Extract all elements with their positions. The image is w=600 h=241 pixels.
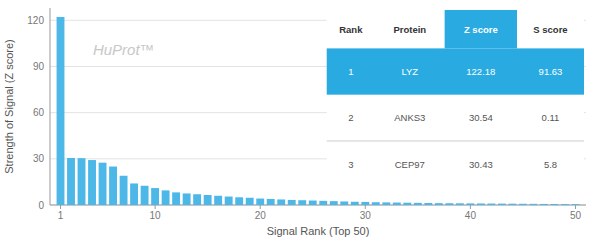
bar — [78, 158, 86, 205]
bar — [109, 167, 117, 205]
bar — [393, 203, 401, 205]
y-tick-label: 0 — [38, 200, 44, 211]
bar — [235, 197, 243, 205]
bar — [340, 201, 348, 205]
chart: 0 30 60 90 120 1 10 20 30 40 50 Signal Rank (Top 50… — [0, 0, 600, 241]
watermark: HuProt™ — [93, 41, 155, 58]
bar — [445, 203, 453, 205]
y-axis-label: Strength of Signal (Z score) — [3, 39, 15, 174]
x-tick — [60, 205, 61, 209]
y-tick-label: 60 — [33, 107, 45, 118]
bar — [309, 201, 317, 205]
bar — [130, 183, 138, 205]
bar — [162, 190, 170, 205]
x-tick — [575, 205, 576, 209]
table-cell: 3 — [348, 159, 353, 170]
bar — [466, 203, 474, 205]
bar — [351, 202, 359, 205]
bar — [288, 200, 296, 205]
x-tick-label: 20 — [255, 210, 267, 221]
bar — [246, 198, 254, 205]
bar — [193, 194, 201, 205]
bar — [277, 199, 285, 205]
table-header: Rank — [339, 24, 363, 35]
bar — [172, 192, 180, 205]
bar — [487, 204, 495, 205]
bar — [256, 199, 264, 205]
bar — [319, 201, 327, 205]
table-separator — [327, 140, 584, 141]
table-header: S score — [533, 24, 567, 35]
bar — [141, 186, 149, 205]
bar — [424, 203, 432, 205]
bar — [67, 158, 75, 205]
table-header-highlight — [445, 10, 517, 48]
y-axis-line — [50, 8, 51, 205]
table-row-highlight — [327, 48, 584, 94]
bar — [477, 203, 485, 205]
bar — [551, 204, 559, 205]
x-axis-label: Signal Rank (Top 50) — [267, 225, 370, 237]
bar — [330, 201, 338, 205]
bar — [382, 202, 390, 205]
x-tick-label: 50 — [570, 210, 582, 221]
table-background — [327, 10, 584, 187]
table-cell: 122.18 — [466, 66, 495, 77]
bar — [519, 204, 527, 205]
bar — [361, 202, 369, 205]
bar — [57, 17, 65, 205]
x-tick-label: 30 — [360, 210, 372, 221]
x-tick — [470, 205, 471, 209]
y-tick-label: 120 — [27, 15, 44, 26]
bar — [540, 204, 548, 205]
y-tick-label: 30 — [33, 153, 45, 164]
table-cell: 30.43 — [469, 159, 493, 170]
bar — [372, 202, 380, 205]
x-tick — [260, 205, 261, 209]
bar — [403, 203, 411, 205]
table-cell: ANKS3 — [394, 112, 425, 123]
x-tick-label: 10 — [150, 210, 162, 221]
bar — [183, 193, 191, 205]
table: Rank Protein Z score S score 1 LYZ 122.18 91.63… — [327, 10, 584, 187]
table-cell: 1 — [348, 66, 353, 77]
bar — [225, 197, 233, 205]
x-tick-label: 40 — [465, 210, 477, 221]
bar — [88, 160, 96, 205]
bar — [498, 204, 506, 205]
bar — [99, 163, 107, 205]
table-cell: LYZ — [401, 66, 418, 77]
x-tick — [155, 205, 156, 209]
bar — [298, 200, 306, 205]
table-cell: 2 — [348, 112, 353, 123]
bar — [267, 199, 275, 205]
table-cell: 30.54 — [469, 112, 493, 123]
table-cell: 0.11 — [542, 112, 560, 123]
bar — [214, 196, 222, 205]
table-cell: CEP97 — [395, 159, 425, 170]
x-tick-label: 1 — [58, 210, 64, 221]
x-tick — [365, 205, 366, 209]
bar — [204, 195, 212, 205]
table-header: Protein — [393, 24, 426, 35]
bar — [456, 203, 464, 205]
y-tick-label: 90 — [33, 61, 45, 72]
bar — [435, 203, 443, 205]
bar — [572, 204, 580, 206]
table-cell: 91.63 — [539, 66, 563, 77]
bar — [414, 203, 422, 205]
bar — [561, 204, 569, 206]
table-header: Z score — [464, 24, 498, 35]
bar — [151, 188, 159, 205]
bar — [508, 204, 516, 205]
bar — [530, 204, 538, 205]
table-cell: 5.8 — [544, 159, 557, 170]
bar — [120, 176, 128, 205]
